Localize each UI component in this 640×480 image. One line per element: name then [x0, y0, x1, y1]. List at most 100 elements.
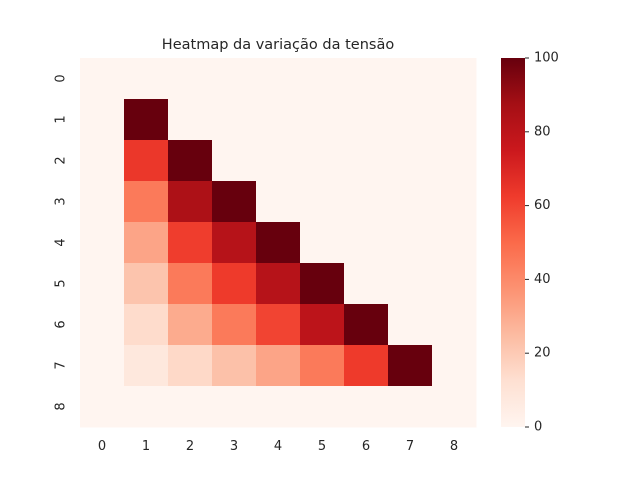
- y-tick-label: 7: [54, 361, 69, 369]
- heatmap-cell-7-7: [388, 345, 433, 387]
- heatmap-cell-3-2: [168, 181, 213, 223]
- heatmap-cell-7-2: [168, 345, 213, 387]
- colorbar-tick-label: 20: [534, 346, 551, 361]
- heatmap-cell-2-0: [80, 140, 125, 182]
- colorbar-tick-label: 60: [534, 198, 551, 213]
- heatmap-cell-4-7: [388, 222, 433, 264]
- heatmap-cell-3-7: [388, 181, 433, 223]
- heatmap-cell-5-8: [432, 263, 477, 305]
- heatmap-cell-0-3: [212, 58, 257, 100]
- heatmap-cell-1-2: [168, 99, 213, 141]
- y-axis-ticks: 0 1 2 3 4 5 6 7 8: [54, 74, 69, 410]
- colorbar-tick-label: 0: [534, 420, 542, 435]
- heatmap-cell-3-8: [432, 181, 477, 223]
- heatmap-cell-8-6: [344, 386, 389, 428]
- heatmap-cell-5-2: [168, 263, 213, 305]
- heatmap-cell-3-6: [344, 181, 389, 223]
- x-tick-label: 7: [406, 439, 414, 454]
- heatmap-cell-2-4: [256, 140, 301, 182]
- y-tick-label: 2: [54, 156, 69, 164]
- heatmap-cell-6-8: [432, 304, 477, 346]
- heatmap-cell-0-7: [388, 58, 433, 100]
- heatmap-cell-2-1: [124, 140, 169, 182]
- chart-title: Heatmap da variação da tensão: [162, 37, 395, 53]
- heatmap-cell-7-6: [344, 345, 389, 387]
- x-axis-ticks: 0 1 2 3 4 5 6 7 8: [98, 439, 458, 454]
- colorbar: [501, 58, 525, 427]
- heatmap-cell-7-5: [300, 345, 345, 387]
- x-tick-label: 0: [98, 439, 106, 454]
- heatmap-cell-3-1: [124, 181, 169, 223]
- heatmap-cell-1-3: [212, 99, 257, 141]
- heatmap-cell-6-0: [80, 304, 125, 346]
- x-tick-label: 6: [362, 439, 370, 454]
- heatmap-cell-8-0: [80, 386, 125, 428]
- heatmap-cell-8-7: [388, 386, 433, 428]
- heatmap-cell-6-6: [344, 304, 389, 346]
- x-tick-label: 2: [186, 439, 194, 454]
- x-tick-label: 4: [274, 439, 282, 454]
- y-tick-label: 8: [54, 402, 69, 410]
- colorbar-tick-label: 100: [534, 51, 559, 66]
- heatmap-cell-4-4: [256, 222, 301, 264]
- heatmap-cell-7-8: [432, 345, 477, 387]
- heatmap-cell-1-5: [300, 99, 345, 141]
- heatmap-cell-2-6: [344, 140, 389, 182]
- y-tick-label: 3: [54, 197, 69, 205]
- heatmap-cell-0-8: [432, 58, 477, 100]
- heatmap-cell-5-1: [124, 263, 169, 305]
- heatmap-cell-1-4: [256, 99, 301, 141]
- heatmap-cell-7-1: [124, 345, 169, 387]
- heatmap-cell-4-3: [212, 222, 257, 264]
- heatmap-cell-8-1: [124, 386, 169, 428]
- heatmap-cell-8-4: [256, 386, 301, 428]
- heatmap-cell-0-4: [256, 58, 301, 100]
- heatmap-cell-2-7: [388, 140, 433, 182]
- heatmap-cell-5-4: [256, 263, 301, 305]
- y-tick-label: 1: [54, 115, 69, 123]
- heatmap-cell-4-1: [124, 222, 169, 264]
- colorbar-tick-label: 40: [534, 272, 551, 287]
- heatmap-cell-5-3: [212, 263, 257, 305]
- heatmap-cell-8-3: [212, 386, 257, 428]
- heatmap-cell-2-2: [168, 140, 213, 182]
- heatmap-cell-2-5: [300, 140, 345, 182]
- heatmap-cell-1-6: [344, 99, 389, 141]
- heatmap-cell-3-4: [256, 181, 301, 223]
- heatmap-cell-0-1: [124, 58, 169, 100]
- colorbar-tick-label: 80: [534, 124, 551, 139]
- heatmap-cell-1-1: [124, 99, 169, 141]
- heatmap-cell-7-4: [256, 345, 301, 387]
- x-tick-label: 5: [318, 439, 326, 454]
- heatmap-cell-3-5: [300, 181, 345, 223]
- heatmap-cell-5-0: [80, 263, 125, 305]
- heatmap-cell-4-0: [80, 222, 125, 264]
- heatmap-cell-0-2: [168, 58, 213, 100]
- heatmap-cell-2-8: [432, 140, 477, 182]
- heatmap-cell-4-5: [300, 222, 345, 264]
- heatmap-cell-5-7: [388, 263, 433, 305]
- heatmap-cell-4-2: [168, 222, 213, 264]
- heatmap-cell-0-0: [80, 58, 125, 100]
- heatmap-cell-6-4: [256, 304, 301, 346]
- heatmap-cell-6-1: [124, 304, 169, 346]
- heatmap-cell-6-7: [388, 304, 433, 346]
- heatmap-cell-5-6: [344, 263, 389, 305]
- y-tick-label: 6: [54, 320, 69, 328]
- heatmap-cell-3-3: [212, 181, 257, 223]
- y-tick-label: 0: [54, 74, 69, 82]
- y-tick-label: 5: [54, 279, 69, 287]
- y-tick-label: 4: [54, 238, 69, 246]
- x-tick-label: 1: [142, 439, 150, 454]
- heatmap-cell-7-0: [80, 345, 125, 387]
- heatmap-cell-3-0: [80, 181, 125, 223]
- colorbar-ticks: 0 20 40 60 80 100: [525, 51, 559, 435]
- heatmap-cell-5-5: [300, 263, 345, 305]
- heatmap-cell-0-6: [344, 58, 389, 100]
- heatmap-cell-4-6: [344, 222, 389, 264]
- heatmap-cell-7-3: [212, 345, 257, 387]
- heatmap-cell-4-8: [432, 222, 477, 264]
- x-tick-label: 8: [450, 439, 458, 454]
- heatmap-cell-2-3: [212, 140, 257, 182]
